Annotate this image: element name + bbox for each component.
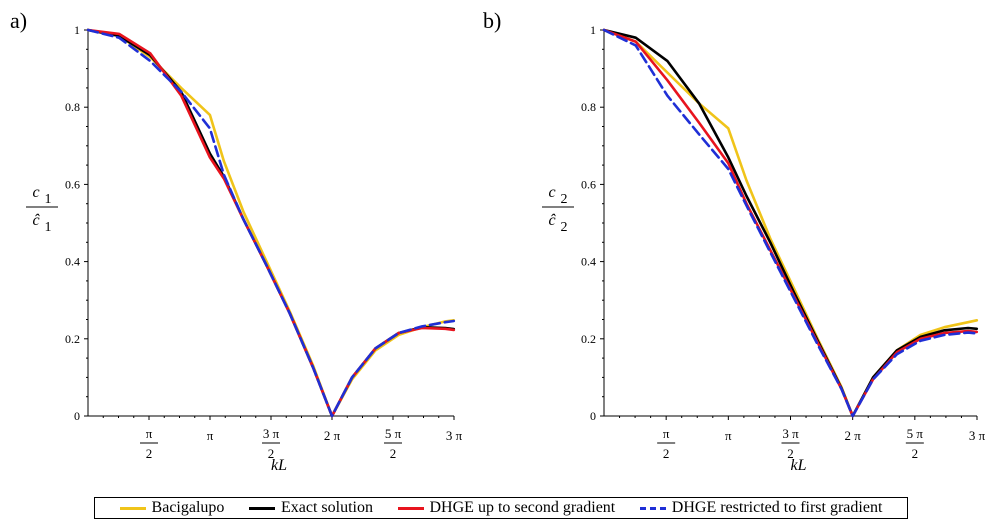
legend-swatch-dhge-second	[397, 506, 424, 510]
panel-2-xtick-den: 2	[663, 446, 670, 461]
legend-item-dhge-second: DHGE up to second gradient	[397, 499, 616, 517]
panel-2-ytick-label: 0.2	[581, 332, 596, 346]
panel-1-xlabel: kL	[271, 457, 287, 474]
panel-2-label: b)	[483, 8, 501, 33]
panel-1-ytick-label: 1	[74, 23, 80, 37]
legend-label-bacigalupo: Bacigalupo	[151, 499, 225, 516]
panel-1-xtick-label: 2 π	[324, 428, 341, 443]
panel-2-series-3	[602, 28, 979, 418]
panel-2-series-0	[602, 28, 979, 418]
legend-item-bacigalupo: Bacigalupo	[119, 499, 225, 517]
legend-swatch-exact	[248, 506, 275, 510]
panel-2-ytick-label: 0.6	[581, 177, 596, 191]
panel-1-ylabel-num: c	[32, 184, 39, 201]
panel-1-series-0	[86, 28, 456, 418]
panel-1-ytick-label: 0.4	[65, 255, 80, 269]
panel-2-xtick-num: π	[663, 426, 670, 441]
panel-2-xtick-label: 2 π	[845, 428, 862, 443]
panel-1-xtick-den: 2	[146, 446, 153, 461]
panel-2-xtick-label: 3 π	[969, 428, 986, 443]
legend-label-dhge-second: DHGE up to second gradient	[429, 499, 616, 516]
panel-2-series-2	[602, 28, 979, 418]
panel-1-xtick-den: 2	[390, 446, 397, 461]
panel-1-ytick-label: 0.6	[65, 177, 80, 191]
legend-label-dhge-first: DHGE restricted to first gradient	[671, 499, 883, 516]
panel-2-ytick-label: 0.4	[581, 255, 596, 269]
panel-2-ylabel-num: c	[548, 184, 555, 201]
panel-1-series-3	[86, 28, 456, 418]
panel-1-ytick-label: 0.2	[65, 332, 80, 346]
panel-2-ylabel-num-sub: 2	[561, 192, 568, 207]
panel-1-ylabel-den-sub: 1	[45, 220, 52, 235]
panel-2-xtick-den: 2	[787, 446, 794, 461]
panel-1-series-1	[86, 28, 456, 418]
panel-1-xtick-label: π	[207, 428, 214, 443]
panel-1-ylabel-den: ĉ	[32, 212, 40, 229]
panel-1-ylabel-num-sub: 1	[45, 192, 52, 207]
panel-1-label: a)	[10, 8, 27, 33]
panel-2-xtick-den: 2	[912, 446, 919, 461]
panel-1-xtick-den: 2	[268, 446, 275, 461]
panel-1-xtick-num: 5 π	[385, 426, 402, 441]
panel-2-ytick-label: 0.8	[581, 100, 596, 114]
panel-2-xtick-label: π	[725, 428, 732, 443]
panel-1-ytick-label: 0.8	[65, 100, 80, 114]
legend-item-exact: Exact solution	[248, 499, 373, 517]
panel-1-xtick-num: 3 π	[263, 426, 280, 441]
panel-2-ylabel-den-sub: 2	[561, 220, 568, 235]
panel-2-xtick-num: 3 π	[782, 426, 799, 441]
legend-swatch-bacigalupo	[119, 506, 146, 510]
legend-swatch-dhge-first	[639, 506, 666, 510]
legend: Bacigalupo Exact solution DHGE up to sec…	[94, 497, 908, 519]
panel-1-ytick-label: 0	[74, 409, 80, 423]
panel-2-series-1	[602, 28, 979, 418]
panel-2-ytick-label: 0	[590, 409, 596, 423]
panel-2-xlabel: kL	[791, 457, 807, 474]
legend-label-exact: Exact solution	[280, 499, 373, 516]
panel-2-xtick-num: 5 π	[907, 426, 924, 441]
panel-2-ylabel-den: ĉ	[548, 212, 556, 229]
panel-1-xtick-label: 3 π	[446, 428, 463, 443]
legend-item-dhge-first: DHGE restricted to first gradient	[639, 499, 883, 517]
panel-1-xtick-num: π	[146, 426, 153, 441]
panel-2-ytick-label: 1	[590, 23, 596, 37]
panel-1-series-2	[86, 28, 456, 418]
